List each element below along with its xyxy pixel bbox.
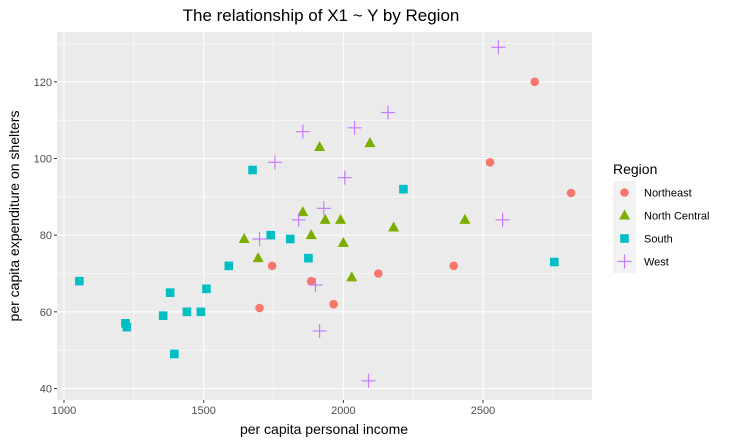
point-south: [158, 311, 168, 320]
legend-title: Region: [613, 161, 657, 177]
x-tick-label: 1000: [52, 405, 76, 417]
point-west: [347, 120, 362, 135]
y-tick-label: 100: [34, 154, 52, 166]
point-south: [182, 307, 192, 317]
point-northeast: [530, 77, 540, 87]
point-south: [165, 288, 175, 297]
point-south: [266, 230, 276, 240]
point-northeast: [306, 276, 316, 286]
axis-ticks: 1000 1500 2000 2500 40 60 80 100 120: [34, 77, 496, 417]
x-tick-label: 1500: [191, 405, 215, 417]
point-northeast: [485, 158, 495, 167]
legend-symbol-south: [620, 234, 629, 243]
point-north-central: [388, 221, 400, 232]
x-tick-label: 2000: [331, 405, 355, 417]
point-west: [308, 278, 323, 292]
point-south: [399, 184, 408, 194]
point-south: [196, 307, 206, 317]
point-west: [252, 232, 267, 246]
legend: Region Northeast North Central South West: [613, 161, 709, 273]
legend-symbol-northeast: [620, 188, 629, 197]
point-west: [291, 212, 306, 227]
point-west: [337, 170, 352, 185]
y-tick-label: 120: [34, 77, 52, 89]
point-northeast: [373, 269, 383, 278]
legend-label-north-central: North Central: [644, 211, 709, 223]
y-tick-label: 60: [40, 307, 52, 319]
legend-items: Northeast North Central South West: [613, 181, 709, 273]
point-south: [122, 322, 132, 332]
point-south: [549, 257, 559, 267]
point-northeast: [449, 261, 459, 271]
point-north-central: [252, 252, 264, 263]
grid-lines: [57, 32, 592, 400]
legend-label-south: South: [644, 234, 673, 246]
point-west: [381, 105, 396, 120]
point-south: [170, 349, 179, 359]
point-south: [224, 261, 234, 271]
point-west: [267, 155, 282, 170]
point-north-central: [346, 271, 358, 282]
point-north-central: [337, 236, 349, 247]
point-north-central: [297, 206, 309, 217]
point-northeast: [255, 303, 264, 313]
point-west: [312, 324, 327, 338]
legend-label-west: West: [644, 257, 669, 269]
y-tick-label: 80: [40, 230, 52, 242]
point-northeast: [329, 299, 338, 309]
x-tick-label: 2500: [471, 405, 495, 417]
chart-title: The relationship of X1 ~ Y by Region: [183, 6, 460, 25]
point-north-central: [364, 137, 376, 148]
point-north-central: [319, 213, 331, 224]
point-north-central: [314, 141, 326, 151]
point-northeast: [566, 188, 576, 198]
point-south: [304, 253, 313, 263]
point-south: [248, 165, 257, 175]
legend-symbol-west: [617, 254, 632, 269]
point-north-central: [305, 229, 317, 240]
y-tick-label: 40: [40, 384, 52, 396]
point-south: [285, 234, 295, 244]
data-points: [75, 40, 576, 388]
point-north-central: [238, 233, 250, 243]
point-west: [491, 40, 506, 55]
point-west: [295, 124, 310, 139]
point-west: [316, 201, 331, 216]
point-northeast: [267, 261, 277, 271]
point-south: [202, 284, 211, 294]
x-axis-label: per capita personal income: [240, 421, 408, 437]
point-west: [361, 373, 376, 388]
legend-label-northeast: Northeast: [644, 188, 692, 200]
point-north-central: [335, 213, 347, 224]
legend-symbol-north-central: [619, 209, 630, 220]
point-south: [75, 276, 84, 286]
point-west: [495, 212, 510, 227]
point-north-central: [459, 213, 471, 224]
y-axis-label: per capita expenditure on shelters: [6, 111, 22, 322]
